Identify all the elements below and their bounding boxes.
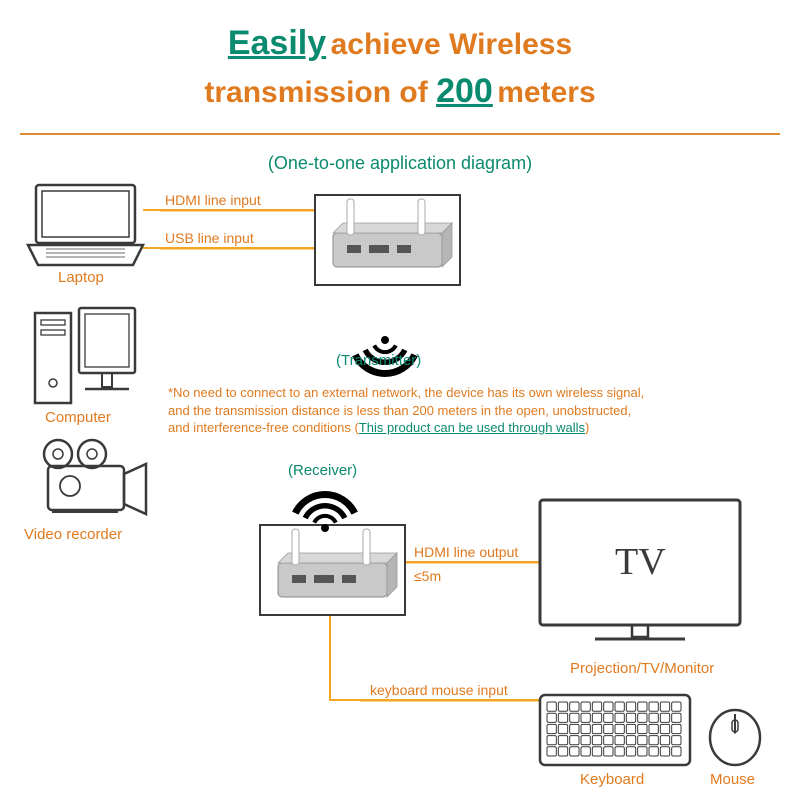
subtitle: (One-to-one application diagram) [0,153,800,174]
note-line2: and the transmission distance is less th… [168,403,631,418]
label-mouse: Mouse [710,771,755,788]
title-block: Easily achieve Wireless transmission of … [0,0,800,115]
title-easily: Easily [228,24,326,62]
label-hdmi-out-dist: ≤5m [414,568,441,584]
tv-text: TV [615,540,666,584]
note-line3b: This product can be used through walls [359,420,585,435]
label-receiver: (Receiver) [288,462,357,479]
label-kbm-in: keyboard mouse input [370,682,508,698]
label-hdmi-in: HDMI line input [165,192,261,208]
note-line1: *No need to connect to an external netwo… [168,385,644,400]
hr-line [20,133,780,135]
title-meters: meters [497,76,595,109]
title-achieve: achieve [331,28,449,61]
label-laptop: Laptop [58,269,104,286]
title-trans: transmission of [204,76,436,109]
label-projection: Projection/TV/Monitor [570,660,714,677]
label-keyboard: Keyboard [580,771,644,788]
label-computer: Computer [45,409,111,426]
note-line3c: ) [585,420,589,435]
label-videorec: Video recorder [24,526,122,543]
label-hdmi-out: HDMI line output [414,544,518,560]
label-usb-in: USB line input [165,230,254,246]
label-transmitter: (Transmitter) [336,352,421,369]
title-number: 200 [436,72,493,110]
note-text: *No need to connect to an external netwo… [168,384,728,437]
note-line3a: and interference-free conditions ( [168,420,359,435]
title-wireless: Wireless [449,28,572,61]
